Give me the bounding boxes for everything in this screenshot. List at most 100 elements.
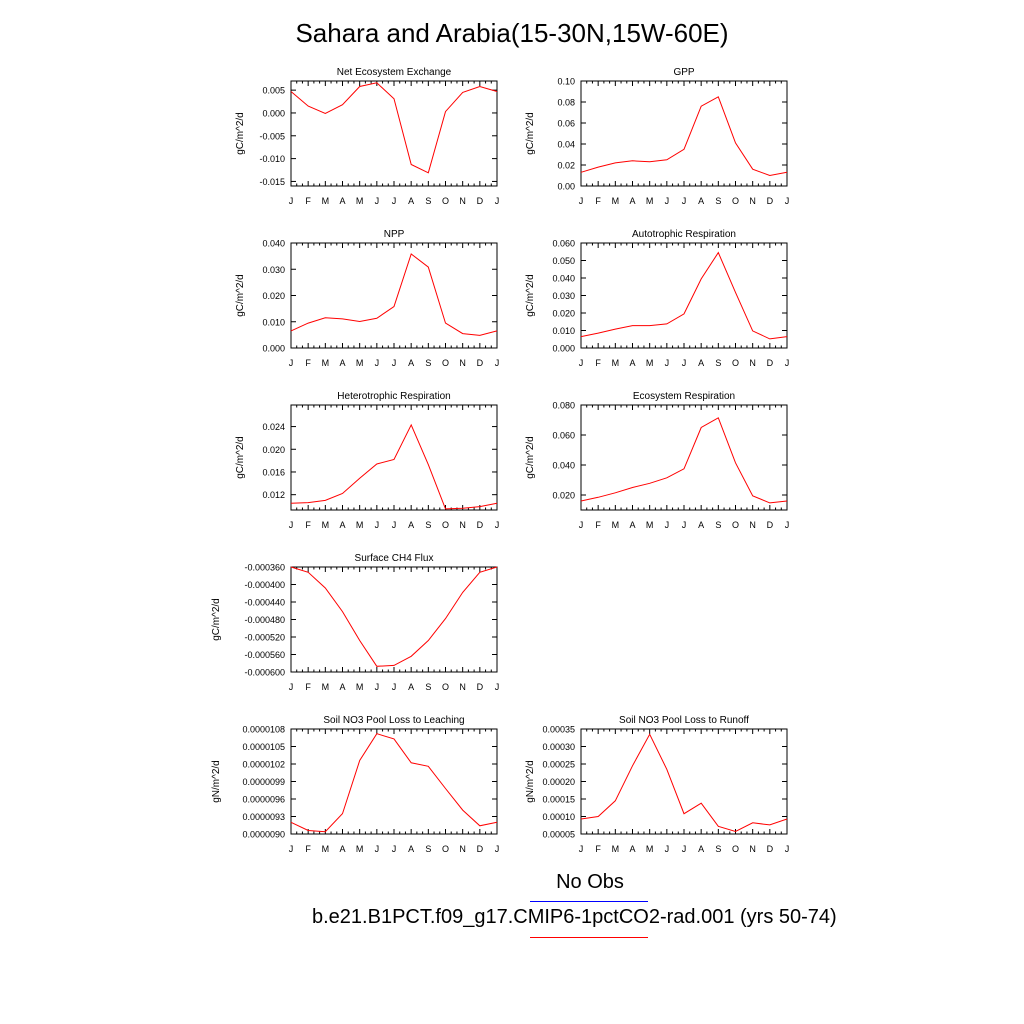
x-tick-label: J	[495, 196, 500, 206]
y-tick-label: 0.020	[552, 491, 575, 501]
x-tick-label: J	[392, 196, 397, 206]
y-tick-label: -0.005	[259, 131, 285, 141]
y-tick-label: 0.030	[552, 291, 575, 301]
x-tick-label: J	[495, 844, 500, 854]
y-tick-label: 0.00030	[542, 742, 575, 752]
x-tick-label: J	[392, 844, 397, 854]
x-tick-label: D	[767, 196, 774, 206]
y-tick-label: 0.00020	[542, 777, 575, 787]
x-tick-label: F	[595, 358, 601, 368]
plot-frame	[290, 404, 498, 511]
chart-title: Net Ecosystem Exchange	[337, 67, 452, 78]
x-tick-label: D	[477, 682, 484, 692]
legend-obs-line	[530, 901, 648, 902]
plot-frame	[290, 566, 498, 673]
x-tick-label: J	[289, 196, 294, 206]
chart-title: Ecosystem Respiration	[633, 391, 735, 402]
y-tick-label: 0.000	[262, 108, 285, 118]
y-tick-label: 0.0000096	[242, 795, 285, 805]
x-tick-label: O	[442, 520, 449, 530]
y-tick-label: -0.000360	[244, 563, 285, 573]
series-line	[580, 733, 788, 833]
plot-frame	[580, 404, 788, 511]
y-tick-label: 0.024	[262, 422, 285, 432]
x-tick-label: J	[682, 520, 687, 530]
x-tick-label: J	[289, 682, 294, 692]
x-tick-label: A	[698, 358, 704, 368]
x-tick-label: D	[477, 196, 484, 206]
x-tick-label: A	[339, 682, 345, 692]
legend-case-label: b.e21.B1PCT.f09_g17.CMIP6-1pctCO2-rad.00…	[312, 906, 837, 928]
x-tick-label: M	[322, 358, 330, 368]
series-line	[290, 566, 498, 667]
series-line	[580, 417, 788, 504]
x-tick-label: S	[425, 196, 431, 206]
x-tick-label: J	[495, 682, 500, 692]
x-tick-label: J	[392, 520, 397, 530]
x-tick-label: F	[305, 196, 311, 206]
x-tick-label: D	[477, 844, 484, 854]
y-tick-label: 0.050	[552, 256, 575, 266]
y-tick-label: 0.06	[557, 119, 575, 129]
x-tick-label: S	[715, 196, 721, 206]
x-tick-label: J	[375, 520, 380, 530]
y-axis-label: gC/m^2/d	[525, 112, 536, 155]
x-tick-label: F	[305, 358, 311, 368]
y-tick-label: -0.000440	[244, 598, 285, 608]
y-tick-label: 0.040	[262, 239, 285, 249]
y-tick-label: 0.08	[557, 98, 575, 108]
x-tick-label: O	[442, 196, 449, 206]
y-tick-label: 0.060	[552, 431, 575, 441]
plot-frame	[290, 728, 498, 835]
y-tick-label: 0.00010	[542, 812, 575, 822]
x-tick-label: M	[356, 358, 364, 368]
x-tick-label: A	[408, 196, 414, 206]
x-tick-label: S	[715, 358, 721, 368]
x-tick-label: S	[425, 844, 431, 854]
y-tick-label: -0.015	[259, 177, 285, 187]
x-tick-label: O	[442, 844, 449, 854]
y-tick-label: 0.00025	[542, 760, 575, 770]
x-tick-label: S	[715, 520, 721, 530]
y-tick-label: 0.000	[552, 344, 575, 354]
x-tick-label: A	[339, 358, 345, 368]
page-title: Sahara and Arabia(15-30N,15W-60E)	[295, 18, 729, 48]
x-tick-label: M	[356, 196, 364, 206]
x-tick-label: N	[749, 196, 756, 206]
x-tick-label: A	[339, 844, 345, 854]
x-tick-label: D	[767, 520, 774, 530]
x-tick-label: J	[785, 844, 790, 854]
x-tick-label: J	[375, 844, 380, 854]
x-tick-label: M	[646, 196, 654, 206]
x-tick-label: N	[459, 520, 466, 530]
y-tick-label: 0.0000090	[242, 830, 285, 840]
series-line	[580, 251, 788, 340]
x-tick-label: A	[339, 520, 345, 530]
series-line	[290, 253, 498, 336]
y-tick-label: 0.10	[557, 77, 575, 87]
y-tick-label: -0.010	[259, 154, 285, 164]
chart-title: NPP	[384, 229, 405, 240]
x-tick-label: D	[767, 844, 774, 854]
x-tick-label: M	[356, 520, 364, 530]
x-tick-label: M	[356, 682, 364, 692]
x-tick-label: O	[442, 358, 449, 368]
x-tick-label: F	[595, 520, 601, 530]
y-axis-label: gN/m^2/d	[525, 760, 536, 803]
x-tick-label: J	[785, 520, 790, 530]
x-tick-label: J	[682, 358, 687, 368]
series-line	[290, 733, 498, 833]
chart-title: Surface CH4 Flux	[355, 553, 434, 564]
x-tick-label: A	[408, 844, 414, 854]
x-tick-label: A	[629, 196, 635, 206]
y-tick-label: 0.000	[262, 344, 285, 354]
x-tick-label: J	[495, 358, 500, 368]
x-tick-label: S	[425, 358, 431, 368]
y-tick-label: 0.030	[262, 265, 285, 275]
chart-title: GPP	[673, 67, 694, 78]
